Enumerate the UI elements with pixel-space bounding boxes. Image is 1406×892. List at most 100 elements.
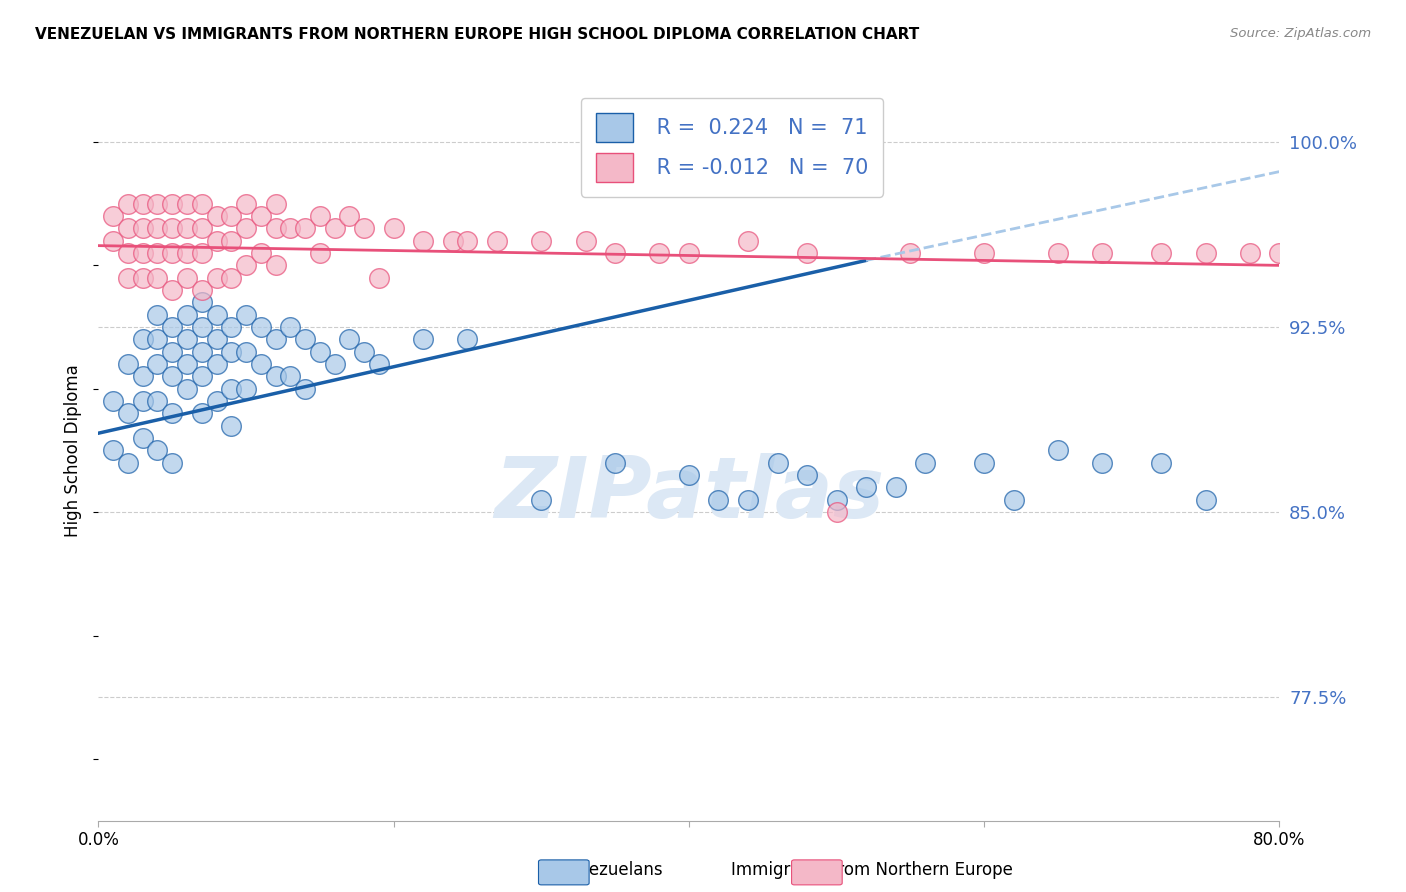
Point	[176, 357, 198, 371]
Point	[648, 246, 671, 260]
Point	[176, 221, 198, 235]
Point	[176, 196, 198, 211]
Point	[1091, 246, 1114, 260]
Point	[884, 481, 907, 495]
Point	[205, 357, 228, 371]
Point	[766, 456, 789, 470]
Point	[368, 357, 391, 371]
Point	[146, 270, 169, 285]
Point	[191, 344, 214, 359]
Point	[162, 456, 183, 470]
Point	[132, 431, 155, 445]
Text: VENEZUELAN VS IMMIGRANTS FROM NORTHERN EUROPE HIGH SCHOOL DIPLOMA CORRELATION CH: VENEZUELAN VS IMMIGRANTS FROM NORTHERN E…	[35, 27, 920, 42]
Point	[191, 221, 214, 235]
Point	[117, 270, 139, 285]
Point	[146, 357, 169, 371]
Point	[250, 357, 273, 371]
Point	[825, 492, 848, 507]
Point	[1150, 456, 1173, 470]
Point	[294, 332, 316, 346]
Point	[457, 234, 479, 248]
Text: Immigrants from Northern Europe: Immigrants from Northern Europe	[731, 861, 1012, 879]
Text: Venezuelans: Venezuelans	[560, 861, 664, 879]
Point	[146, 246, 169, 260]
Point	[146, 308, 169, 322]
Point	[221, 418, 243, 433]
Point	[103, 394, 125, 409]
Point	[412, 332, 434, 346]
Point	[678, 468, 700, 483]
Point	[117, 407, 139, 421]
Point	[103, 443, 125, 458]
Point	[162, 369, 183, 384]
Point	[1091, 456, 1114, 470]
Point	[132, 196, 155, 211]
Point	[309, 246, 332, 260]
Point	[264, 196, 287, 211]
Point	[103, 234, 125, 248]
Point	[221, 270, 243, 285]
Point	[441, 234, 464, 248]
Point	[221, 320, 243, 334]
Point	[530, 492, 553, 507]
Point	[294, 382, 316, 396]
Point	[191, 369, 214, 384]
Point	[914, 456, 936, 470]
Point	[280, 320, 302, 334]
Point	[339, 332, 361, 346]
Point	[605, 246, 627, 260]
Point	[162, 283, 183, 297]
Point	[205, 394, 228, 409]
Point	[1239, 246, 1261, 260]
Point	[707, 492, 730, 507]
Point	[132, 270, 155, 285]
Point	[825, 505, 848, 519]
Point	[339, 209, 361, 223]
Point	[973, 456, 995, 470]
Point	[146, 332, 169, 346]
Point	[146, 221, 169, 235]
Point	[353, 221, 375, 235]
Point	[191, 196, 214, 211]
Point	[205, 332, 228, 346]
Point	[235, 258, 257, 272]
Point	[900, 246, 922, 260]
Point	[146, 196, 169, 211]
Point	[191, 320, 214, 334]
Point	[221, 344, 243, 359]
Point	[1150, 246, 1173, 260]
Point	[1298, 246, 1320, 260]
Point	[412, 234, 434, 248]
Point	[1268, 246, 1291, 260]
Point	[678, 246, 700, 260]
Text: ZIPatlas: ZIPatlas	[494, 453, 884, 536]
Point	[855, 481, 877, 495]
Point	[221, 209, 243, 223]
Point	[117, 221, 139, 235]
Legend:  R =  0.224   N =  71,  R = -0.012   N =  70: R = 0.224 N = 71, R = -0.012 N = 70	[581, 98, 883, 196]
Point	[323, 221, 346, 235]
Point	[250, 320, 273, 334]
Point	[530, 234, 553, 248]
Point	[1195, 246, 1218, 260]
Point	[1002, 492, 1025, 507]
Point	[132, 394, 155, 409]
Point	[309, 209, 332, 223]
Point	[117, 456, 139, 470]
Point	[191, 407, 214, 421]
Point	[250, 246, 273, 260]
Point	[176, 308, 198, 322]
Point	[162, 196, 183, 211]
Point	[132, 221, 155, 235]
Point	[280, 221, 302, 235]
Point	[235, 221, 257, 235]
Point	[796, 246, 818, 260]
Point	[235, 344, 257, 359]
Point	[250, 209, 273, 223]
Point	[737, 492, 759, 507]
Point	[221, 234, 243, 248]
Point	[205, 270, 228, 285]
Point	[103, 209, 125, 223]
Point	[162, 344, 183, 359]
Point	[575, 234, 598, 248]
